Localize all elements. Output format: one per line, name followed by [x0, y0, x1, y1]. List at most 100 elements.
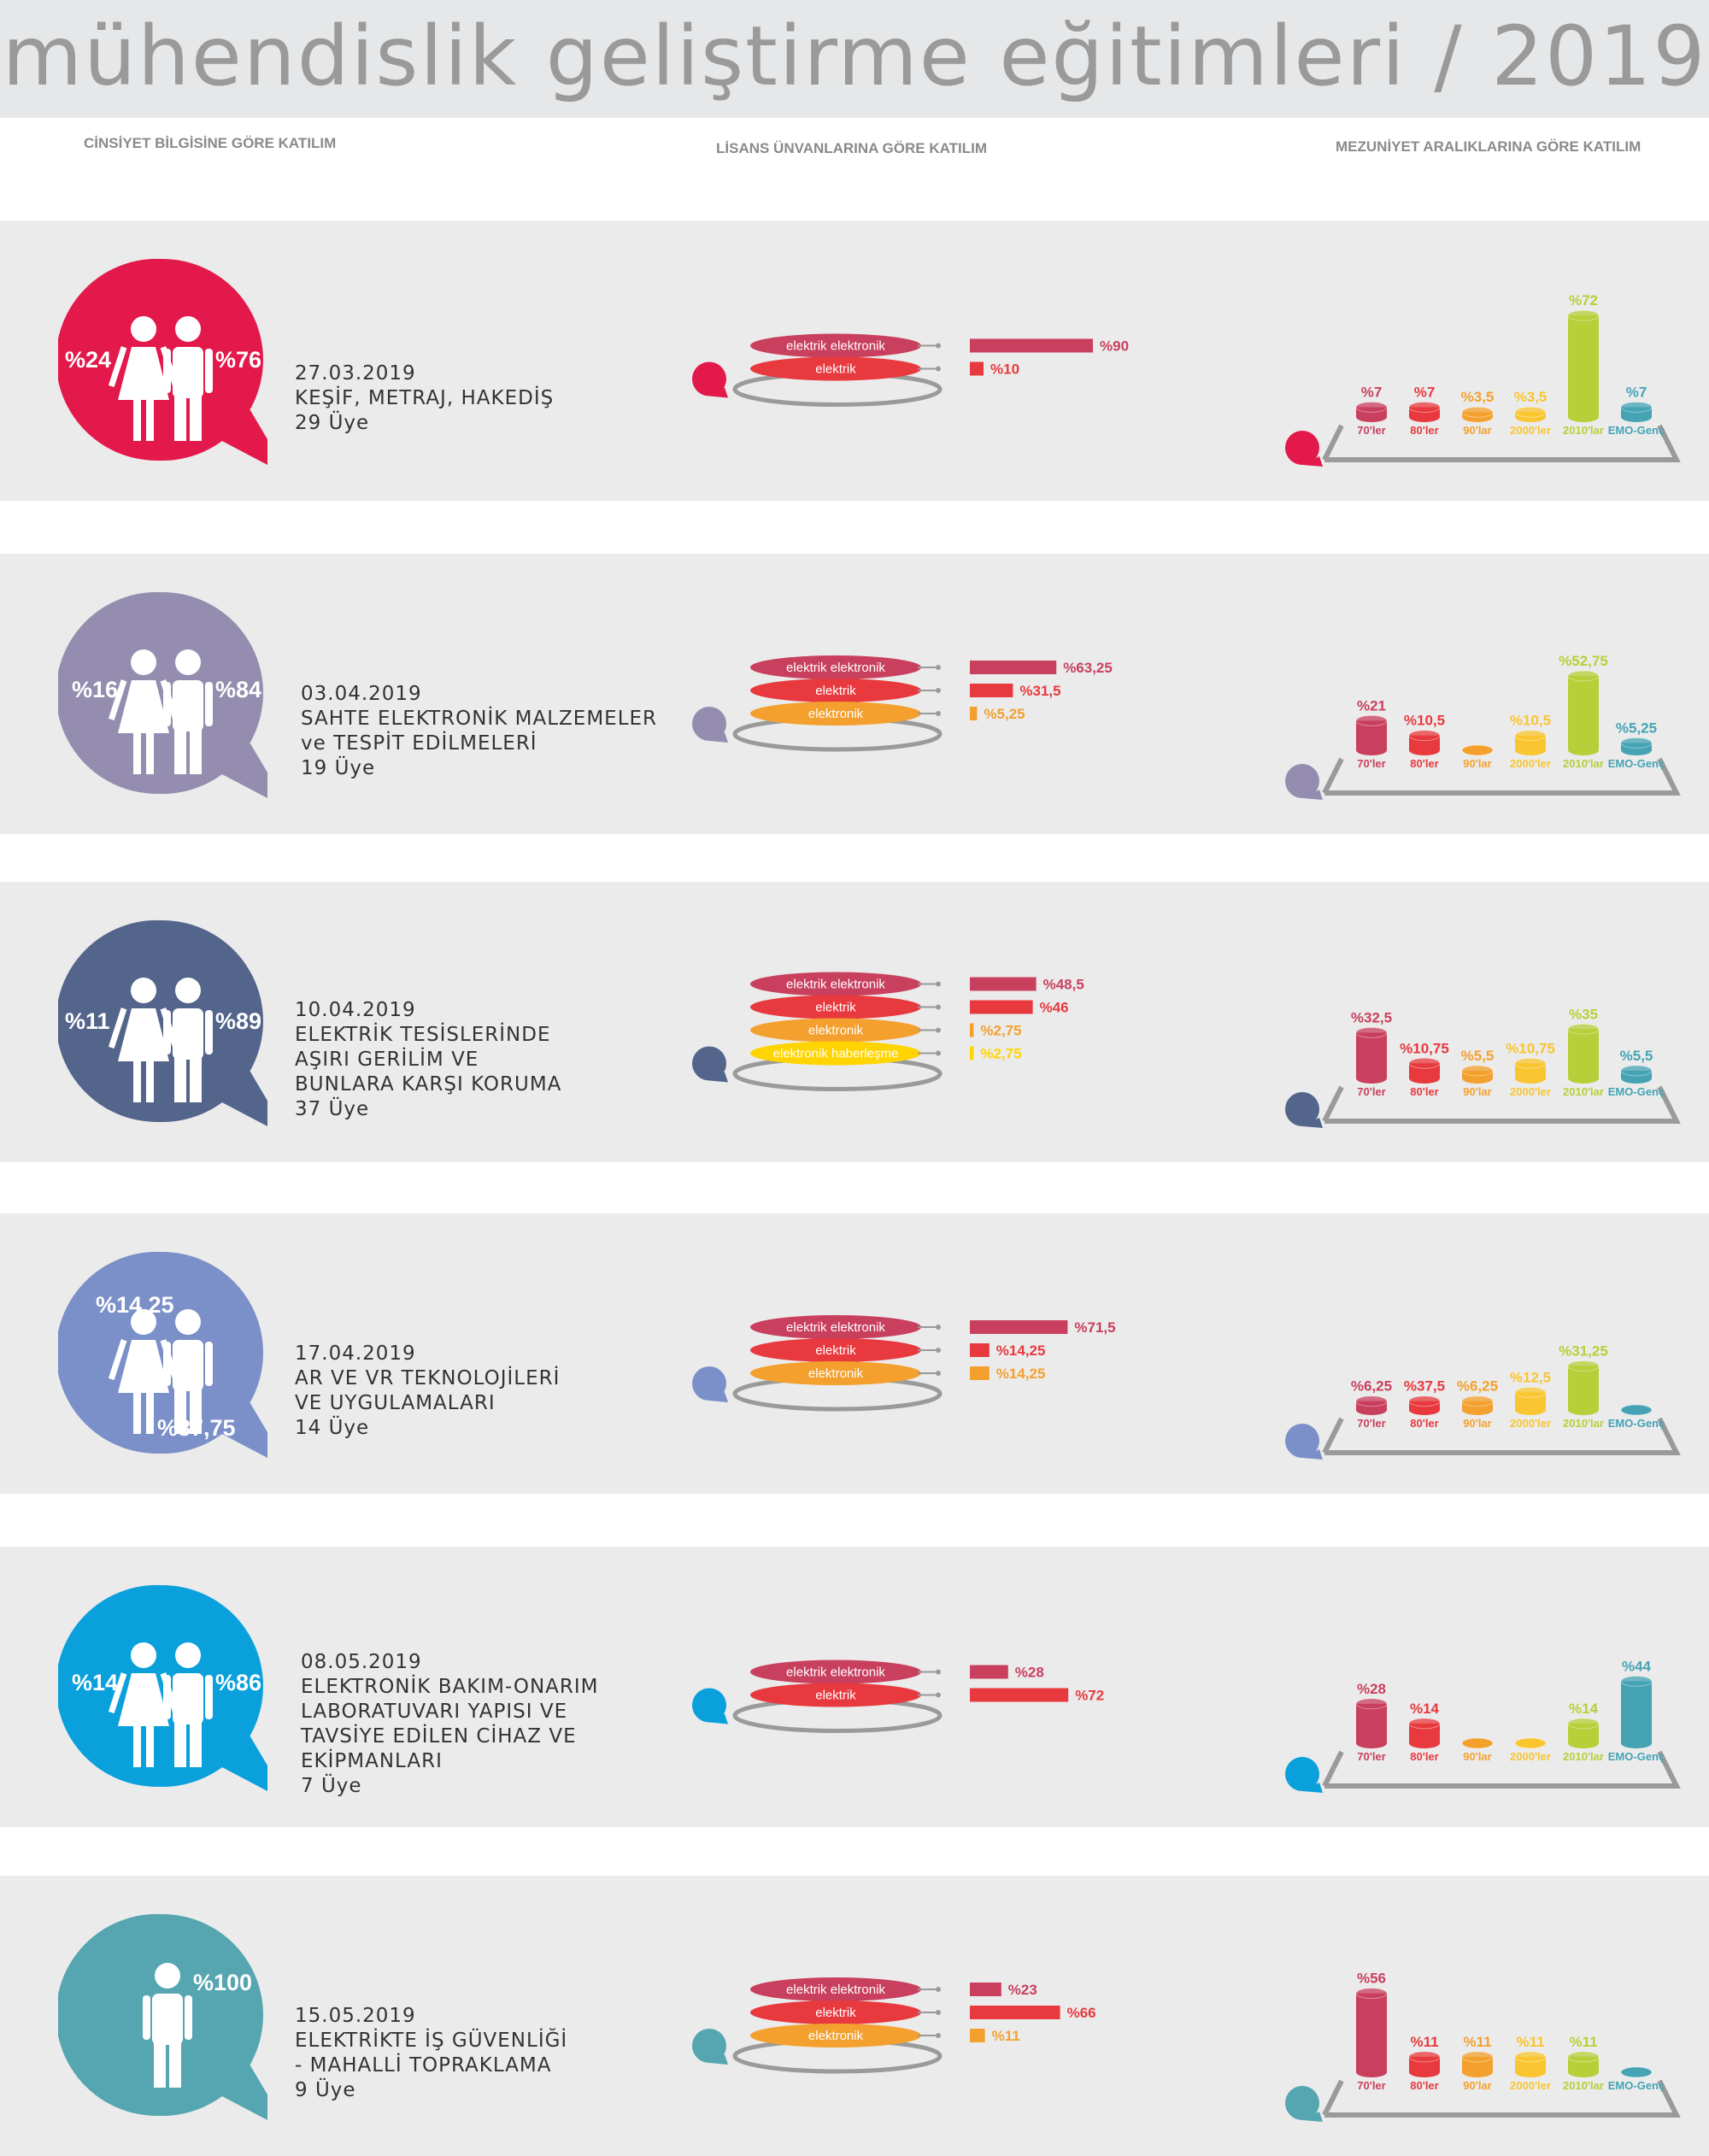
graduation-chart: 70'ler %56 80'ler %11 90'lar %11 2000'ler %11 20… [1285, 1971, 1681, 2122]
graduation-bubble-icon [1285, 2086, 1323, 2122]
license-value-label: %14,25 [996, 1366, 1046, 1382]
training-info: 17.04.2019 AR VE VR TEKNOLOJİLERİ VE UYGUL… [295, 1342, 560, 1441]
graduation-category-label: 80'ler [1410, 1750, 1438, 1763]
graduation-category-label: 2010'lar [1563, 1417, 1604, 1430]
license-value-label: %2,75 [980, 1023, 1021, 1039]
graduation-category-label: 2010'lar [1563, 1085, 1604, 1098]
people-icon [108, 1642, 213, 1767]
license-chart: elektrik elektronik %63,25 elektrik %31,5 el… [692, 655, 1113, 752]
member-count: 9 Üye [295, 2079, 356, 2101]
graduation-category-label: 90'lar [1463, 1085, 1491, 1098]
training-date: 10.04.2019 [295, 998, 416, 1021]
graduation-category-label: EMO-Genç [1608, 1750, 1665, 1763]
license-bubble-icon [692, 2029, 728, 2065]
graduation-value-label: %14 [1569, 1701, 1599, 1717]
training-date: 08.05.2019 [301, 1651, 422, 1673]
training-title-line: BUNLARA KARŞI KORUMA [295, 1072, 562, 1096]
graduation-bar [1568, 1029, 1599, 1078]
training-title-line: ELEKTRONİK BAKIM-ONARIM [301, 1676, 599, 1698]
graduation-category-label: 2010'lar [1563, 2079, 1604, 2092]
graduation-category-label: 2000'ler [1510, 757, 1551, 770]
graduation-category-label: EMO-Genç [1608, 1417, 1665, 1430]
license-chart: elektrik elektronik %90 elektrik %10 [692, 333, 1129, 407]
gender-bubble [58, 591, 267, 798]
license-bubble-icon [692, 1366, 728, 1402]
graduation-chart: 70'ler %6,25 80'ler %37,5 90'lar %6,25 2000'le… [1285, 1342, 1681, 1460]
license-name: elektrik elektronik [786, 661, 885, 675]
license-bar [970, 1688, 1069, 1702]
graduation-category-label: 2000'ler [1510, 424, 1551, 437]
graduation-category-label: EMO-Genç [1608, 424, 1665, 437]
license-value-label: %66 [1067, 2005, 1096, 2021]
training-title-line: VE UYGULAMALARI [295, 1392, 496, 1414]
training-title-line: ve TESPİT EDİLMELERİ [301, 732, 537, 755]
male-percent: %86 [215, 1670, 262, 1695]
graduation-column-header: MEZUNİYET ARALIKLARINA GÖRE KATILIM [1336, 138, 1641, 155]
license-value-label: %63,25 [1063, 660, 1113, 676]
graduation-value-label: %7 [1414, 384, 1436, 400]
male-percent: %87,75 [157, 1415, 236, 1441]
license-name: elektrik elektronik [786, 978, 885, 992]
graduation-category-label: 80'ler [1410, 2079, 1438, 2092]
graduation-bubble-icon [1285, 1424, 1323, 1460]
license-chart: elektrik elektronik %48,5 elektrik %46 elekt… [692, 972, 1084, 1091]
gender-bubble [58, 1251, 267, 1458]
license-column-header: LİSANS ÜNVANLARINA GÖRE KATILIM [716, 140, 988, 156]
training-info: 03.04.2019 SAHTE ELEKTRONİK MALZEMELER ve … [301, 682, 657, 781]
license-disc [750, 333, 921, 358]
graduation-category-label: 2010'lar [1563, 424, 1604, 437]
license-disc [750, 702, 921, 726]
license-bubble-icon [692, 707, 728, 743]
graduation-value-label: %12,5 [1510, 1369, 1551, 1385]
license-disc [750, 655, 921, 679]
graduation-value-label: %11 [1410, 2034, 1438, 2050]
license-bar [970, 977, 1037, 991]
member-count: 14 Üye [295, 1417, 370, 1439]
license-name: elektronik haberleşme [773, 1047, 899, 1061]
license-bar [970, 1023, 974, 1037]
graduation-category-label: 90'lar [1463, 757, 1491, 770]
graduation-value-label: %11 [1463, 2034, 1491, 2050]
graduation-category-label: 70'ler [1357, 757, 1385, 770]
license-bar [970, 1665, 1008, 1679]
training-date: 03.04.2019 [301, 683, 422, 705]
license-disc [750, 1977, 921, 2001]
training-title-line: TAVSİYE EDİLEN CİHAZ VE [301, 1725, 577, 1748]
training-title-line: KEŞİF, METRAJ, HAKEDİŞ [295, 386, 555, 409]
license-value-label: %28 [1015, 1665, 1044, 1681]
graduation-category-label: 80'ler [1410, 1085, 1438, 1098]
graduation-axis [1322, 2079, 1681, 2118]
graduation-category-label: 70'ler [1357, 1417, 1385, 1430]
license-name: elektrik [815, 1689, 856, 1703]
graduation-value-label: %31,25 [1559, 1342, 1608, 1359]
license-value-label: %90 [1100, 338, 1129, 355]
training-title-line: AŞIRI GERİLİM VE [295, 1048, 479, 1071]
graduation-category-label: 70'ler [1357, 1750, 1385, 1763]
license-bar [970, 1046, 974, 1060]
license-value-label: %48,5 [1043, 977, 1084, 993]
license-disc [750, 1361, 921, 1385]
graduation-category-label: EMO-Genç [1608, 2079, 1665, 2092]
graduation-value-label: %14 [1410, 1701, 1440, 1717]
license-disc [750, 1338, 921, 1362]
graduation-value-label: %7 [1361, 384, 1383, 400]
graduation-bar [1409, 1723, 1440, 1743]
license-bubble-icon [692, 361, 728, 398]
license-disc [750, 1660, 921, 1684]
graduation-value-label: %72 [1569, 292, 1598, 308]
license-bar [970, 338, 1093, 353]
graduation-bar [1568, 315, 1599, 417]
license-value-label: %46 [1040, 1000, 1069, 1016]
graduation-value-label: %35 [1569, 1006, 1598, 1022]
license-bar [970, 2029, 985, 2042]
graduation-value-label: %7 [1626, 384, 1647, 400]
training-title-line: EKİPMANLARI [301, 1750, 443, 1772]
license-bar [970, 1366, 990, 1380]
graduation-category-label: 90'lar [1463, 1750, 1491, 1763]
graduation-bar [1568, 1366, 1599, 1410]
female-percent: %16 [72, 677, 119, 702]
license-value-label: %72 [1075, 1688, 1104, 1704]
graduation-category-label: 2000'ler [1510, 1417, 1551, 1430]
license-disc [750, 356, 921, 381]
graduation-category-label: 2010'lar [1563, 757, 1604, 770]
